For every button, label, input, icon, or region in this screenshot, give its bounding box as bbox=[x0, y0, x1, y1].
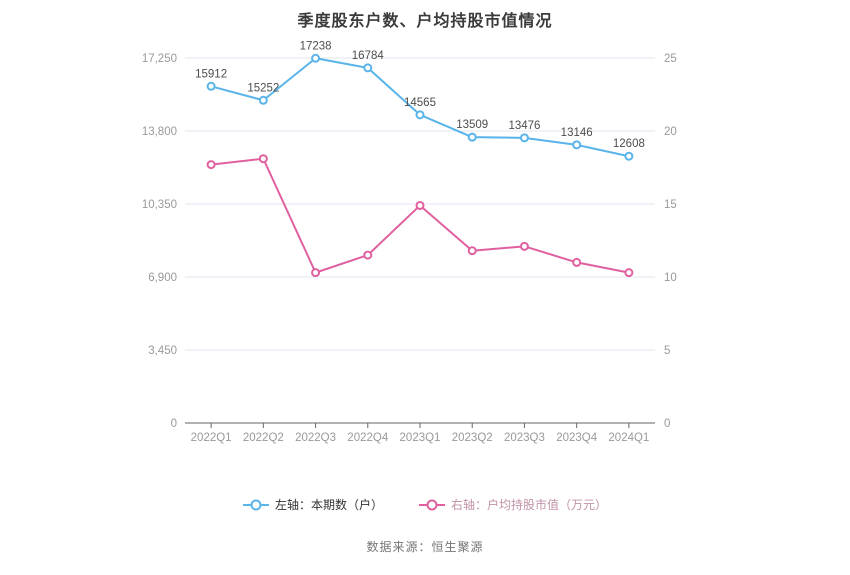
left-axis-tick-label: 17,250 bbox=[142, 53, 177, 65]
x-axis-label: 2023Q3 bbox=[504, 432, 545, 444]
left-axis-tick-label: 10,350 bbox=[142, 199, 177, 211]
legend-label-right-axis: 右轴：户均持股市值（万元） bbox=[451, 498, 608, 512]
data-point[interactable] bbox=[519, 241, 529, 251]
data-point[interactable] bbox=[467, 246, 477, 256]
data-point[interactable] bbox=[258, 154, 268, 164]
left-axis-tick-label: 3,450 bbox=[148, 345, 177, 357]
x-axis-label: 2022Q1 bbox=[191, 432, 232, 444]
data-point-label: 17238 bbox=[300, 40, 332, 52]
data-point-label: 15252 bbox=[247, 82, 279, 94]
line-series-marker-icon bbox=[419, 499, 445, 510]
data-point[interactable] bbox=[363, 63, 373, 73]
data-point[interactable] bbox=[519, 133, 529, 143]
x-axis-label: 2024Q1 bbox=[608, 432, 649, 444]
right-axis-tick-label: 15 bbox=[664, 199, 677, 211]
data-point-label: 13146 bbox=[561, 127, 593, 139]
data-point[interactable] bbox=[206, 81, 216, 91]
data-point[interactable] bbox=[467, 132, 477, 142]
data-point-label: 14565 bbox=[404, 97, 436, 109]
line-series-marker-icon bbox=[242, 499, 269, 510]
left-axis-tick-label: 0 bbox=[171, 418, 177, 430]
right-axis-tick-label: 10 bbox=[664, 272, 677, 284]
data-point-label: 15912 bbox=[195, 68, 227, 80]
right-axis-tick-label: 20 bbox=[664, 126, 677, 138]
data-point-label: 16784 bbox=[352, 50, 385, 62]
legend-label-left-axis: 左轴：本期数（户） bbox=[274, 498, 383, 512]
data-point[interactable] bbox=[311, 53, 321, 63]
data-point[interactable] bbox=[311, 268, 321, 278]
x-axis-label: 2022Q2 bbox=[243, 432, 284, 444]
chart-title: 季度股东户数、户均持股市值情况 bbox=[297, 13, 553, 30]
legend-item-market-value[interactable]: 右轴：户均持股市值（万元） bbox=[419, 496, 607, 513]
legend-item-shareholder-count[interactable]: 左轴：本期数（户） bbox=[242, 496, 383, 513]
x-axis-label: 2023Q2 bbox=[452, 432, 493, 444]
data-point[interactable] bbox=[415, 200, 425, 210]
right-axis-tick-label: 25 bbox=[664, 53, 677, 65]
data-point[interactable] bbox=[363, 250, 373, 260]
data-point[interactable] bbox=[624, 268, 634, 278]
x-axis-label: 2022Q3 bbox=[295, 432, 336, 444]
data-point-label: 13476 bbox=[508, 120, 540, 132]
left-axis-tick-label: 6,900 bbox=[148, 272, 177, 284]
data-point[interactable] bbox=[415, 110, 425, 120]
series-line-1 bbox=[210, 157, 630, 274]
right-axis-tick-label: 0 bbox=[664, 418, 670, 430]
x-axis-label: 2023Q4 bbox=[556, 432, 598, 444]
x-axis-label: 2022Q4 bbox=[347, 432, 389, 444]
data-point-label: 12608 bbox=[613, 138, 645, 150]
data-point-label: 13509 bbox=[456, 119, 488, 131]
data-point[interactable] bbox=[572, 257, 582, 267]
data-point[interactable] bbox=[258, 95, 268, 105]
data-point[interactable] bbox=[572, 140, 582, 150]
chart-plot-area: 0 0 3,450 5 6,900 10 10,350 15 13,800 20 17,250 25 2… bbox=[142, 40, 677, 444]
chart-legend: 左轴：本期数（户） 右轴：户均持股市值（万元） bbox=[0, 496, 850, 513]
data-point[interactable] bbox=[206, 160, 216, 170]
left-axis-tick-label: 13,800 bbox=[142, 126, 177, 138]
x-axis-label: 2023Q1 bbox=[400, 432, 441, 444]
data-source: 数据来源：恒生聚源 bbox=[366, 540, 484, 554]
right-axis-tick-label: 5 bbox=[664, 345, 670, 357]
data-point[interactable] bbox=[624, 151, 634, 161]
